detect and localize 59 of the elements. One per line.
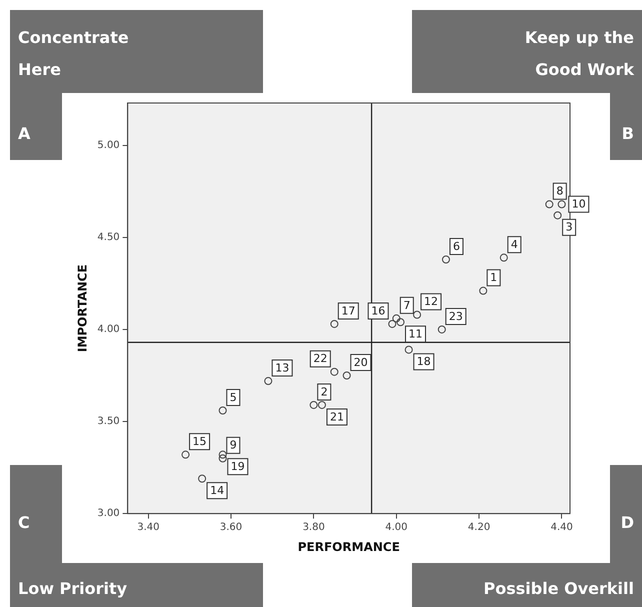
x-axis-title: PERFORMANCE (298, 540, 400, 554)
annotation: 17 (341, 304, 356, 318)
x-tick-label: 3.80 (302, 522, 325, 534)
point (330, 320, 338, 328)
y-tick-label: 5.00 (97, 140, 120, 151)
y-tick-label: 4.00 (97, 324, 120, 336)
point (479, 286, 488, 295)
y-axis-title: IMPORTANCE (75, 264, 90, 352)
x-tick-label: 4.40 (550, 522, 573, 534)
annotation: 8 (556, 184, 564, 198)
point (442, 256, 450, 264)
point (500, 254, 508, 262)
point (396, 318, 405, 326)
annotation: 6 (452, 240, 460, 253)
point (318, 400, 326, 409)
point (438, 325, 446, 334)
y-tick-label: 4.50 (97, 232, 120, 244)
point (545, 200, 554, 208)
point (404, 346, 413, 354)
annotation: 23 (448, 310, 463, 323)
x-tick-label: 3.40 (137, 522, 160, 534)
x-tick-label: 4.00 (385, 522, 408, 534)
point (413, 310, 422, 319)
annotation: 13 (275, 361, 290, 374)
annotation: 4 (510, 238, 518, 252)
annotation: 18 (416, 355, 431, 368)
point (218, 450, 227, 459)
point (310, 400, 318, 409)
annotation: 7 (403, 298, 410, 312)
point (554, 211, 562, 220)
point (330, 368, 338, 376)
point (218, 406, 227, 414)
point (218, 454, 227, 462)
point (388, 320, 396, 328)
point (342, 372, 351, 380)
point (558, 200, 566, 208)
annotation: 16 (371, 304, 386, 318)
annotation: 19 (230, 460, 245, 474)
x-tick-label: 3.60 (220, 522, 242, 534)
annotation: 11 (408, 327, 423, 340)
annotation: 22 (313, 352, 328, 366)
annotation: 20 (354, 356, 368, 369)
annotation: 21 (330, 410, 344, 424)
annotation: 1 (490, 271, 498, 284)
annotation: 5 (230, 390, 237, 404)
point (182, 450, 190, 459)
point (198, 474, 206, 483)
x-tick-label: 4.20 (468, 522, 490, 534)
annotation: 9 (230, 438, 237, 452)
point (264, 377, 272, 386)
y-tick-label: 3.50 (97, 416, 120, 428)
annotation: 3 (566, 220, 573, 234)
annotation: 14 (210, 484, 224, 497)
point (392, 314, 400, 322)
annotation: 15 (192, 435, 207, 448)
annotation: 10 (572, 198, 586, 211)
annotation: 2 (320, 385, 328, 398)
annotation: 12 (424, 295, 438, 308)
y-tick-label: 3.00 (97, 508, 120, 520)
